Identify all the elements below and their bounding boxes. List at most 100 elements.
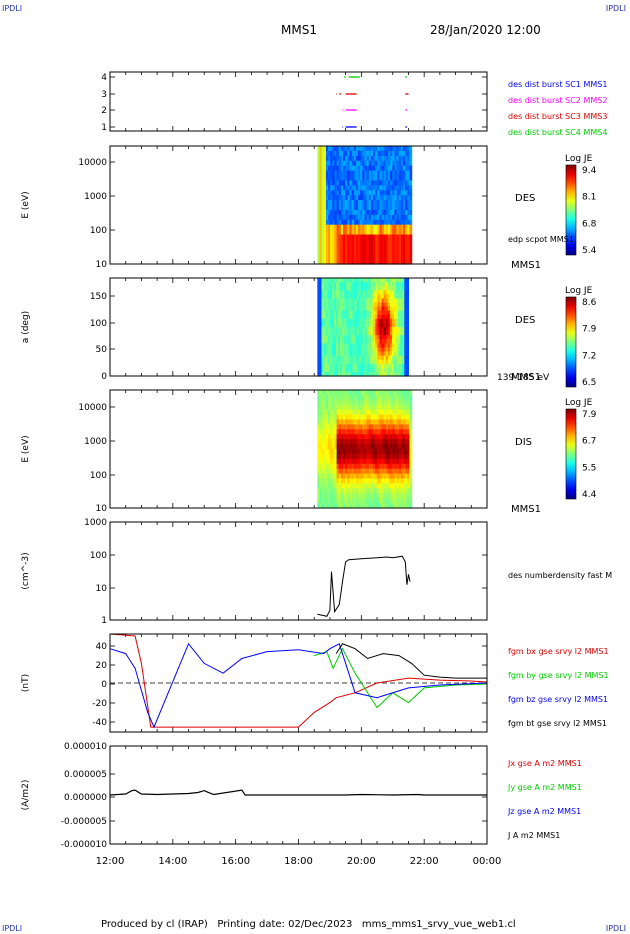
colorbar-title: Log JE (565, 286, 593, 296)
panel-3: 0 50 100 150 a (deg) (21, 278, 488, 382)
series-label: des numberdensity fast M (508, 571, 612, 580)
colorbar-title: Log JE (565, 154, 593, 164)
series-label: Jx gse A m2 MMS1 (507, 759, 582, 768)
series-label: Jy gse A m2 MMS1 (507, 783, 582, 792)
y-tick-label: 3 (101, 90, 107, 100)
legend-entry: des dist burst SC1 MMS1 (508, 80, 607, 89)
x-tick-label: 14:00 (158, 856, 187, 867)
y-axis-label: E (eV) (21, 435, 31, 462)
y-tick-label: 0 (101, 680, 107, 690)
y-tick-label: 1000 (84, 192, 107, 202)
y-tick-label: 150 (90, 292, 107, 302)
colorbar-tick: 6.5 (582, 378, 596, 388)
corner-label-tr: IPDLI (605, 4, 626, 13)
panel-2: 10 100 1000 10000 E (eV) (21, 146, 488, 270)
y-tick-label: -40 (92, 718, 107, 728)
y-tick-label: 10 (96, 584, 108, 594)
colorbar-tick: 5.5 (582, 463, 596, 473)
series-label: fgm by gse srvy l2 MMS1 (508, 671, 609, 680)
x-tick-label: 18:00 (284, 856, 313, 867)
panel-frame (109, 71, 488, 132)
y-tick-label: 10 (96, 504, 108, 514)
y-axis-label: (cm^-3) (21, 552, 31, 589)
corner-label-bl: IPDLI (2, 924, 23, 933)
y-tick-label: 1 (101, 616, 107, 626)
colorbar (565, 408, 577, 500)
x-tick-label: 22:00 (410, 856, 439, 867)
y-tick-label: -20 (92, 699, 107, 709)
spacecraft-title: MMS1 (281, 23, 317, 37)
instrument-label: DIS (515, 437, 532, 448)
colorbar-tick: 4.4 (582, 490, 597, 500)
y-tick-label: 10000 (78, 158, 107, 168)
field-line (109, 633, 488, 728)
colorbar-tick: 7.9 (582, 410, 597, 420)
y-tick-label: 40 (96, 642, 108, 652)
colorbar (565, 164, 577, 256)
x-tick-label: 16:00 (221, 856, 250, 867)
series-label: fgm bt gse srvy l2 MMS1 (508, 719, 607, 728)
colorbar-tick: 7.2 (582, 351, 596, 361)
spacecraft-label: MMS1 (511, 260, 541, 271)
y-tick-label: 1 (101, 123, 107, 133)
y-tick-label: 100 (90, 226, 107, 236)
y-tick-label: 2 (101, 106, 107, 116)
legend-entry: des dist burst SC3 MMS3 (508, 112, 607, 121)
instrument-label: DES (515, 193, 535, 204)
panel-frame (109, 389, 488, 509)
y-tick-label: 1000 (84, 518, 107, 528)
y-axis-label: E (eV) (21, 191, 31, 218)
panel-frame (109, 145, 488, 265)
series-label: J A m2 MMS1 (507, 831, 560, 840)
colorbar-tick: 8.1 (582, 193, 596, 203)
footer: Produced by cl (IRAP) Printing date: 02/… (101, 919, 516, 930)
x-tick-label: 12:00 (96, 856, 125, 867)
ion-energy-spectrogram (317, 390, 413, 509)
colorbar-tick: 6.7 (582, 437, 596, 447)
panel-7: -0.000010 -0.000005 0.000000 0.000005 0.0000… (21, 742, 488, 850)
corner-label-tl: IPDLI (2, 4, 23, 13)
y-tick-label: 100 (90, 551, 107, 561)
y-tick-label: 10000 (78, 403, 107, 413)
panel-5: 1 10 100 1000 (cm^-3) (21, 518, 488, 626)
x-tick-label: 00:00 (473, 856, 502, 867)
panel-1: 1 2 3 4 (101, 72, 488, 133)
y-tick-label: 0.000000 (64, 793, 107, 803)
colorbar-tick: 9.4 (582, 166, 597, 176)
footer-printing-date: Printing date: 02/Dec/2023 (217, 919, 353, 930)
y-tick-label: 0.000005 (64, 770, 107, 780)
colorbar (565, 296, 577, 388)
field-line (314, 647, 488, 709)
y-axis-label: (nT) (21, 674, 31, 692)
spacecraft-label: MMS1 (511, 372, 541, 383)
current-line (109, 789, 487, 796)
y-tick-label: -0.000010 (61, 840, 107, 850)
series-label: fgm bx gse srvy l2 MMS1 (508, 647, 609, 656)
colorbar-title: Log JE (565, 398, 593, 408)
x-tick-label: 20:00 (347, 856, 376, 867)
datetime-title: 28/Jan/2020 12:00 (430, 23, 541, 37)
y-tick-label: -0.000005 (61, 817, 107, 827)
colorbar-tick: 7.9 (582, 325, 597, 335)
corner-label-br: IPDLI (605, 924, 626, 933)
panel-frame (109, 745, 488, 845)
overlay-label: edp scpot MMS1 (508, 235, 574, 244)
y-tick-label: 0.000010 (64, 742, 107, 752)
field-line (109, 642, 488, 729)
y-tick-label: 20 (96, 661, 108, 671)
y-tick-label: 50 (96, 345, 108, 355)
y-axis-label: a (deg) (21, 311, 31, 343)
y-axis-label: (A/m2) (21, 780, 31, 811)
electron-pitch-angle-spectrogram (317, 278, 410, 377)
y-tick-label: 4 (101, 73, 107, 83)
instrument-label: DES (515, 315, 535, 326)
y-tick-label: 1000 (84, 437, 107, 447)
footer-produced-by: Produced by cl (IRAP) (101, 919, 208, 930)
series-label: Jz gse A m2 MMS1 (507, 807, 581, 816)
footer-filename: mms_mms1_srvy_vue_web1.cl (361, 919, 516, 930)
series-label: fgm bz gse srvy l2 MMS1 (508, 695, 608, 704)
panel-frame (109, 633, 488, 733)
y-tick-label: 0 (101, 372, 107, 382)
energy-range-label: 139-185 eV (497, 373, 550, 383)
